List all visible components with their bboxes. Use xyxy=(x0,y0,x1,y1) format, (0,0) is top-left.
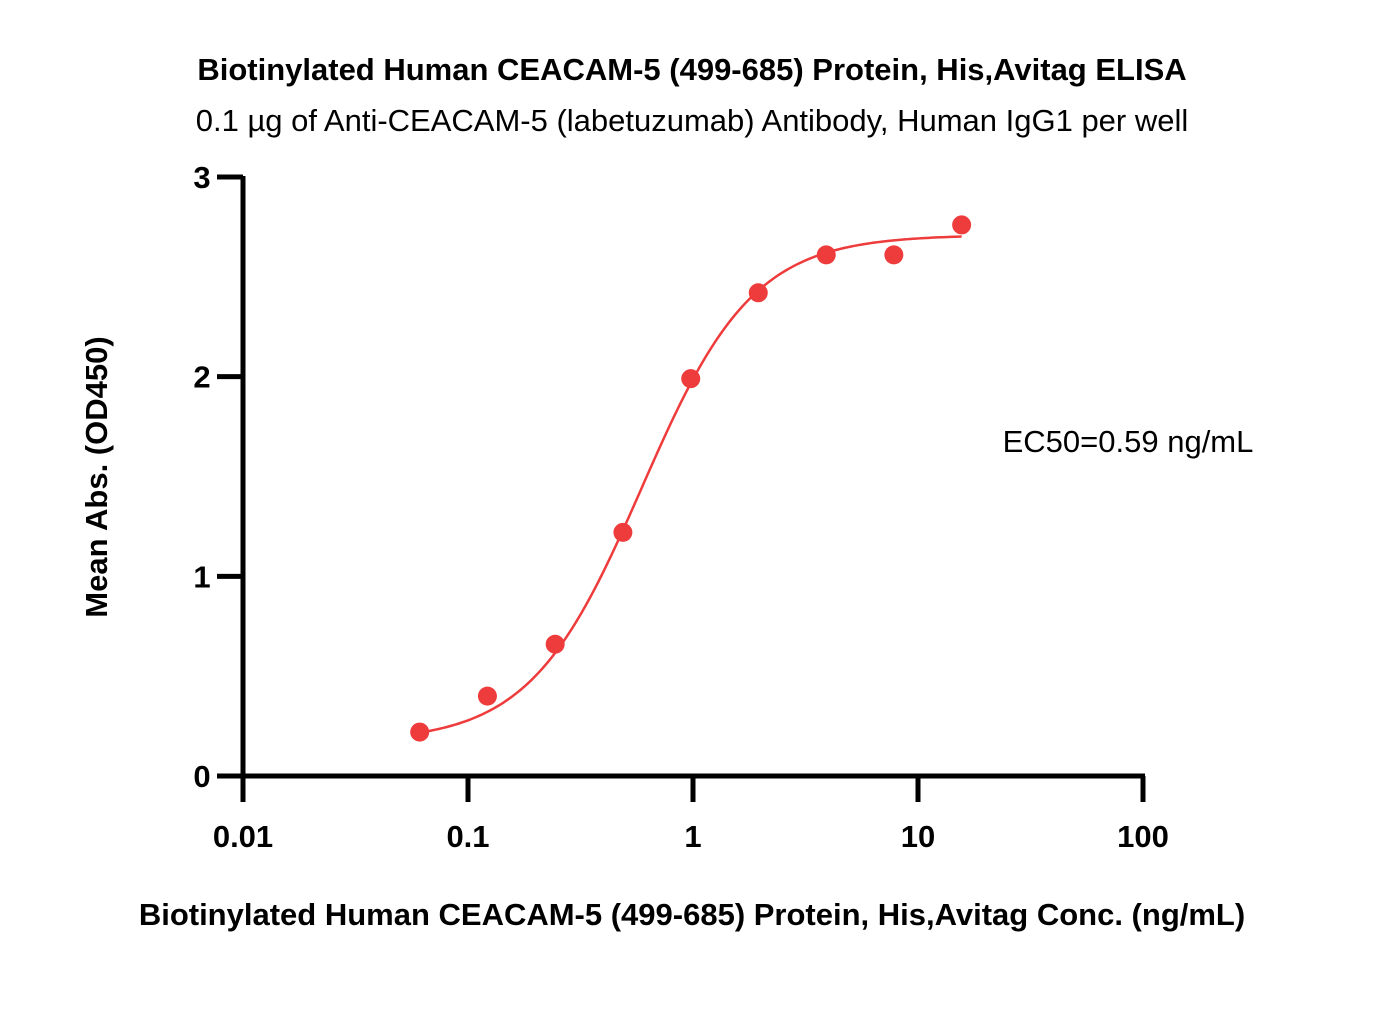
data-point-1 xyxy=(410,722,430,742)
x-axis: 0.01 0.1 1 10 100 xyxy=(213,773,1169,854)
fit-curve-layer xyxy=(419,235,962,734)
y-axis: 0 1 2 3 xyxy=(193,160,246,794)
data-point-2 xyxy=(477,686,497,706)
data-point-7 xyxy=(816,245,836,265)
data-point-4 xyxy=(613,522,633,542)
data-points-layer xyxy=(410,215,972,742)
y-ticks: 0 1 2 3 xyxy=(193,160,243,794)
x-tick-label-0.01: 0.01 xyxy=(213,819,273,854)
y-axis-label: Mean Abs. (OD450) xyxy=(79,336,114,617)
y-tick-label-1: 1 xyxy=(193,559,210,594)
x-tick-label-10: 10 xyxy=(901,819,935,854)
chart-title: Biotinylated Human CEACAM-5 (499-685) Pr… xyxy=(197,52,1186,87)
x-tick-label-1: 1 xyxy=(684,819,701,854)
y-tick-label-0: 0 xyxy=(193,759,210,794)
x-tick-label-0.1: 0.1 xyxy=(446,819,489,854)
x-axis-label: Biotinylated Human CEACAM-5 (499-685) Pr… xyxy=(139,897,1245,932)
data-point-5 xyxy=(681,369,701,389)
data-point-9 xyxy=(952,215,972,235)
y-tick-label-2: 2 xyxy=(193,360,210,395)
fit-curve xyxy=(419,235,962,734)
data-point-8 xyxy=(884,245,904,265)
x-tick-label-100: 100 xyxy=(1117,819,1169,854)
data-point-3 xyxy=(545,634,565,654)
x-ticks: 0.01 0.1 1 10 100 xyxy=(213,776,1169,854)
chart-subtitle: 0.1 µg of Anti-CEACAM-5 (labetuzumab) An… xyxy=(196,103,1189,138)
ec50-annotation: EC50=0.59 ng/mL xyxy=(1003,424,1254,459)
y-tick-label-3: 3 xyxy=(193,160,210,195)
data-point-6 xyxy=(748,283,768,303)
